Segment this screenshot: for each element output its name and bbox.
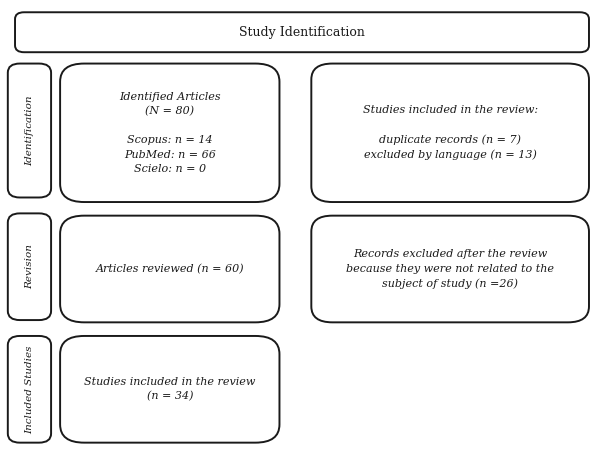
Text: Study Identification: Study Identification: [239, 26, 365, 39]
Text: Studies included in the review:

duplicate records (n = 7)
excluded by language : Studies included in the review: duplicat…: [362, 105, 538, 160]
FancyBboxPatch shape: [60, 216, 279, 322]
Text: Included Studies: Included Studies: [25, 345, 34, 434]
Text: Identified Articles
(N = 80)

Scopus: n = 14
PubMed: n = 66
Scielo: n = 0: Identified Articles (N = 80) Scopus: n =…: [119, 92, 221, 174]
FancyBboxPatch shape: [60, 336, 279, 443]
FancyBboxPatch shape: [15, 12, 589, 52]
FancyBboxPatch shape: [60, 64, 279, 202]
FancyBboxPatch shape: [311, 64, 589, 202]
Text: Records excluded after the review
because they were not related to the
subject o: Records excluded after the review becaus…: [346, 249, 554, 289]
Text: Studies included in the review
(n = 34): Studies included in the review (n = 34): [84, 377, 255, 402]
Text: Articles reviewed (n = 60): Articles reviewed (n = 60): [96, 264, 244, 274]
FancyBboxPatch shape: [8, 213, 51, 320]
Text: Identification: Identification: [25, 95, 34, 166]
FancyBboxPatch shape: [8, 64, 51, 197]
FancyBboxPatch shape: [8, 336, 51, 443]
Text: Revision: Revision: [25, 244, 34, 289]
FancyBboxPatch shape: [311, 216, 589, 322]
